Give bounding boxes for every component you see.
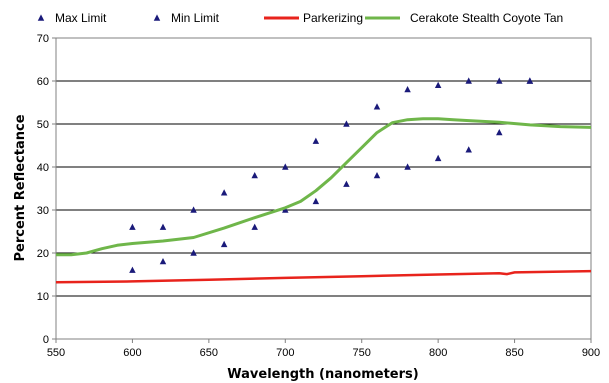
legend-min-limit-swatch [153, 14, 161, 21]
min-limit-point [251, 223, 258, 230]
max-limit-point [251, 172, 258, 179]
x-tick-label: 750 [353, 347, 371, 359]
y-tick-label: 50 [37, 119, 49, 131]
max-limit-point [190, 206, 197, 213]
max-limit-point [496, 77, 503, 84]
min-limit-point [159, 258, 167, 265]
y-tick-label: 20 [37, 248, 49, 260]
series-layer [55, 77, 592, 284]
min-limit-point [373, 172, 381, 179]
max-limit-point [465, 77, 472, 84]
plot-area [55, 37, 592, 340]
max-limit-point [282, 163, 289, 170]
min-limit-point [465, 146, 472, 153]
y-tick-label: 40 [37, 162, 49, 174]
min-limit-point [220, 240, 228, 248]
legend-min-limit-label: Min Limit [171, 11, 220, 25]
max-limit-point [343, 120, 350, 127]
y-tick-label: 70 [37, 33, 49, 45]
x-tick-label: 850 [505, 347, 523, 359]
min-limit-point [190, 249, 197, 256]
cerakote-stealth-coyote-tan-line [56, 117, 592, 257]
max-limit-point [434, 81, 442, 88]
legend: Max Limit Min Limit Parkerizing Cerakote St… [37, 11, 563, 25]
max-limit-point [159, 223, 167, 230]
min-limit-point [129, 266, 136, 273]
legend-max-limit-label: Max Limit [55, 11, 107, 25]
y-axis-label: Percent Reflectance [13, 114, 28, 261]
min-limit-point [282, 206, 289, 213]
y-tick-label: 60 [37, 76, 49, 88]
min-limit-point [496, 129, 503, 136]
min-limit-point [434, 154, 442, 162]
y-tick-label: 0 [43, 334, 49, 346]
x-tick-label: 800 [429, 347, 447, 359]
min-limit-point [343, 180, 350, 187]
x-tick-label: 550 [47, 347, 65, 359]
max-limit-point [404, 86, 411, 93]
legend-cerakote-stealth-coyote-tan-label: Cerakote Stealth Coyote Tan [410, 11, 563, 25]
max-limit-point [373, 103, 381, 110]
x-tick-label: 650 [200, 347, 218, 359]
y-axis-ticks: 0 10 20 30 40 50 60 70 [37, 33, 56, 346]
x-tick-label: 700 [276, 347, 294, 359]
x-axis-label: Wavelength (nanometers) [227, 367, 418, 382]
x-axis-ticks: 550 600 650 700 750 800 850 900 [47, 339, 600, 359]
x-tick-label: 600 [123, 347, 141, 359]
parkerizing-line [55, 269, 592, 284]
min-limit-point [526, 77, 534, 84]
legend-max-limit-swatch [37, 14, 45, 21]
min-limit-point [404, 163, 411, 170]
legend-parkerizing-label: Parkerizing [303, 11, 363, 25]
max-limit-point [220, 189, 228, 196]
y-tick-label: 30 [37, 205, 49, 217]
y-tick-label: 10 [37, 291, 49, 303]
max-limit-point [129, 223, 136, 230]
max-limit-point [312, 137, 320, 144]
x-tick-label: 900 [582, 347, 600, 359]
gridlines [56, 80, 591, 297]
min-limit-point [312, 197, 320, 205]
